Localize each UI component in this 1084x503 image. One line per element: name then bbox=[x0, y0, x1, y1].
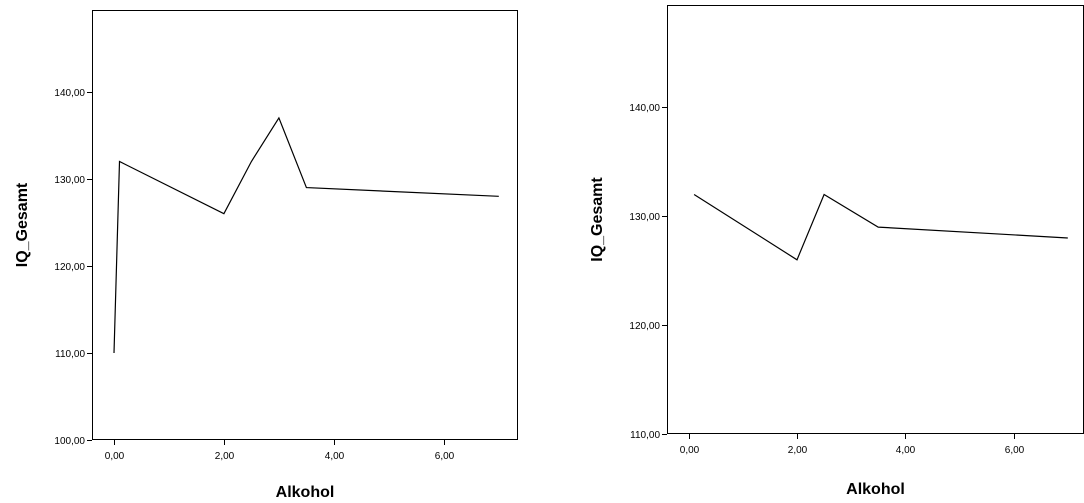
y-tick-label: 100,00 bbox=[54, 436, 85, 447]
y-tick-label: 110,00 bbox=[630, 430, 660, 441]
x-tick-label: 0,00 bbox=[105, 451, 125, 462]
x-axis-title: Alkohol bbox=[846, 481, 905, 498]
y-tick-label: 120,00 bbox=[629, 321, 660, 332]
y-tick-label: 140,00 bbox=[629, 103, 660, 114]
plot-frame bbox=[667, 5, 1084, 434]
y-tick-label: 110,00 bbox=[55, 349, 85, 360]
x-tick-label: 4,00 bbox=[896, 445, 916, 456]
x-tick-label: 2,00 bbox=[788, 445, 808, 456]
y-axis-title: IQ_Gesamt bbox=[14, 182, 31, 267]
y-tick-label: 140,00 bbox=[54, 88, 85, 99]
y-axis-title: IQ_Gesamt bbox=[589, 177, 606, 262]
chart-2: 0,00 2,00 4,00 6,00 110,00 120,00 130,00 140,00… bbox=[589, 5, 1084, 498]
series-line bbox=[693, 193, 1068, 261]
y-tick-label: 130,00 bbox=[54, 175, 85, 186]
y-tick-label: 130,00 bbox=[629, 212, 660, 223]
x-tick-label: 2,00 bbox=[215, 451, 235, 462]
x-tick-label: 6,00 bbox=[435, 451, 455, 462]
plot-frame bbox=[92, 10, 518, 440]
x-tick-label: 4,00 bbox=[325, 451, 345, 462]
chart-1: 0,00 2,00 4,00 6,00 100,00 110,00 120,00 130,00… bbox=[14, 10, 518, 501]
x-axis-title: Alkohol bbox=[276, 484, 335, 501]
y-tick-label: 120,00 bbox=[54, 262, 85, 273]
series-line bbox=[113, 116, 499, 354]
x-tick-label: 0,00 bbox=[680, 445, 700, 456]
x-tick-label: 6,00 bbox=[1005, 445, 1025, 456]
